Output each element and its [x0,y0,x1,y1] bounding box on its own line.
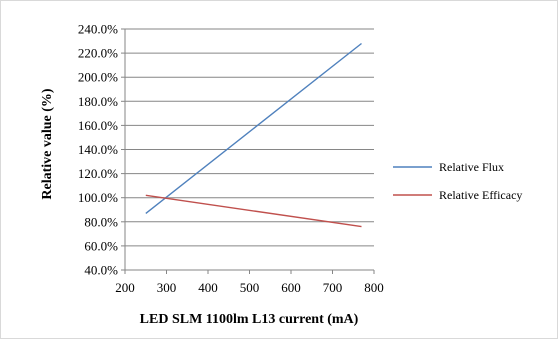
y-tick-label: 80.0% [84,214,118,229]
y-tick-label: 160.0% [78,118,118,133]
y-tick-label: 60.0% [84,238,118,253]
series-line-relative-efficacy [145,194,362,228]
y-tick-label: 200.0% [78,70,118,85]
y-tick-label: 240.0% [78,22,118,37]
x-tick-label: 300 [157,280,177,295]
y-tick-label: 40.0% [84,263,118,278]
legend-label-relative-flux: Relative Flux [439,160,504,174]
legend: Relative Flux Relative Efficacy [393,160,522,202]
series-line-relative-flux [145,42,362,214]
x-tick-label: 200 [115,280,135,295]
x-tick-labels: 200 300 400 500 600 700 800 [115,280,384,295]
x-axis-title: LED SLM 1100lm L13 current (mA) [140,312,359,327]
y-tick-label: 180.0% [78,94,118,109]
y-tick-label: 100.0% [78,190,118,205]
y-tick-label: 220.0% [78,46,118,61]
legend-label-relative-efficacy: Relative Efficacy [439,188,522,202]
y-tick-labels: 40.0% 60.0% 80.0% 100.0% 120.0% 140.0% 160.0% 1… [78,22,118,278]
y-tick-label: 120.0% [78,166,118,181]
y-tick-label: 140.0% [78,142,118,157]
gridlines [125,28,374,247]
series-lines [145,42,362,228]
x-tick-label: 800 [364,280,384,295]
x-tick-label: 400 [198,280,218,295]
x-tick-label: 500 [240,280,260,295]
x-tick-label: 700 [323,280,343,295]
axes [121,28,375,274]
x-tick-label: 600 [281,280,301,295]
y-axis-title: Relative value (%) [40,88,55,200]
